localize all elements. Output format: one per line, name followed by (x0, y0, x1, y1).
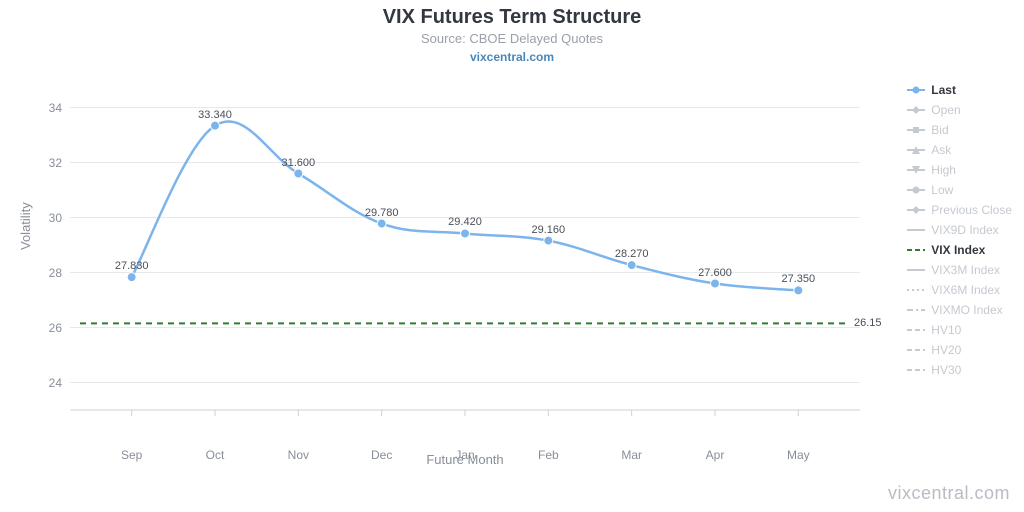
watermark: vixcentral.com (888, 483, 1010, 504)
legend-swatch-icon (907, 284, 925, 296)
legend-item[interactable]: HV20 (907, 340, 1012, 360)
y-tick-label: 32 (49, 156, 70, 170)
legend-swatch-icon (907, 104, 925, 116)
source-link[interactable]: vixcentral.com (0, 50, 1024, 64)
legend-label: Ask (931, 143, 951, 157)
legend-label: HV20 (931, 343, 961, 357)
legend-item[interactable]: Bid (907, 120, 1012, 140)
x-tick-label: Sep (121, 440, 142, 462)
legend-swatch-icon (907, 224, 925, 236)
series-last-point[interactable] (461, 229, 470, 238)
x-tick-label: May (787, 440, 810, 462)
series-last-line[interactable] (132, 121, 799, 290)
series-last-point[interactable] (544, 236, 553, 245)
legend-item[interactable]: VIX6M Index (907, 280, 1012, 300)
legend-item[interactable]: VIX Index (907, 240, 1012, 260)
legend-label: VIX Index (931, 243, 985, 257)
legend-label: HV30 (931, 363, 961, 377)
legend-label: Previous Close (931, 203, 1012, 217)
legend-swatch-icon (907, 164, 925, 176)
data-label: 29.160 (532, 224, 566, 236)
chart-container: VIX Futures Term Structure Source: CBOE … (0, 0, 1024, 512)
series-last-point[interactable] (211, 121, 220, 130)
legend-item[interactable]: Previous Close (907, 200, 1012, 220)
legend: Last Open Bid Ask High Low Previous Close VIX9D… (907, 80, 1012, 380)
x-tick-label: Nov (288, 440, 309, 462)
x-tick-label: Apr (706, 440, 725, 462)
series-last-point[interactable] (711, 279, 720, 288)
y-tick-label: 30 (49, 211, 70, 225)
legend-swatch-icon (907, 304, 925, 316)
legend-label: VIXMO Index (931, 303, 1002, 317)
legend-label: VIX9D Index (931, 223, 998, 237)
series-last-point[interactable] (627, 261, 636, 270)
legend-swatch-icon (907, 204, 925, 216)
data-label: 33.340 (198, 109, 232, 121)
chart-title: VIX Futures Term Structure (0, 6, 1024, 29)
x-tick-label: Dec (371, 440, 392, 462)
legend-swatch-icon (907, 84, 925, 96)
series-last-point[interactable] (294, 169, 303, 178)
legend-label: Bid (931, 123, 948, 137)
y-tick-label: 28 (49, 266, 70, 280)
x-tick-label: Feb (538, 440, 559, 462)
y-tick-label: 34 (49, 101, 70, 115)
data-label: 27.830 (115, 260, 149, 272)
x-tick-label: Oct (206, 440, 225, 462)
legend-item[interactable]: VIXMO Index (907, 300, 1012, 320)
legend-label: Last (931, 83, 956, 97)
chart-subtitle: Source: CBOE Delayed Quotes (0, 31, 1024, 46)
x-tick-label: Jan (455, 440, 474, 462)
legend-item[interactable]: HV30 (907, 360, 1012, 380)
legend-label: VIX6M Index (931, 283, 1000, 297)
legend-item[interactable]: VIX3M Index (907, 260, 1012, 280)
legend-label: VIX3M Index (931, 263, 1000, 277)
data-label: 28.270 (615, 248, 649, 260)
legend-label: Open (931, 103, 960, 117)
legend-item[interactable]: VIX9D Index (907, 220, 1012, 240)
y-tick-label: 24 (49, 376, 70, 390)
plot-area: 242628303234SepOctNovDecJanFebMarAprMay2… (70, 70, 860, 440)
data-label: 31.600 (282, 157, 316, 169)
data-label: 27.600 (698, 267, 732, 279)
legend-swatch-icon (907, 124, 925, 136)
legend-item[interactable]: Open (907, 100, 1012, 120)
legend-item[interactable]: Ask (907, 140, 1012, 160)
legend-item[interactable]: HV10 (907, 320, 1012, 340)
y-tick-label: 26 (49, 321, 70, 335)
legend-swatch-icon (907, 364, 925, 376)
x-tick-label: Mar (621, 440, 642, 462)
y-axis-title: Volatility (18, 202, 33, 250)
legend-swatch-icon (907, 264, 925, 276)
data-label: 29.420 (448, 217, 482, 229)
legend-label: Low (931, 183, 953, 197)
data-label: 29.780 (365, 207, 399, 219)
legend-label: High (931, 163, 956, 177)
legend-swatch-icon (907, 184, 925, 196)
data-label: 27.350 (782, 274, 816, 286)
series-last-point[interactable] (377, 219, 386, 228)
chart-header: VIX Futures Term Structure Source: CBOE … (0, 0, 1024, 64)
legend-item[interactable]: Last (907, 80, 1012, 100)
legend-swatch-icon (907, 344, 925, 356)
legend-swatch-icon (907, 144, 925, 156)
legend-swatch-icon (907, 324, 925, 336)
series-last-point[interactable] (794, 286, 803, 295)
legend-swatch-icon (907, 244, 925, 256)
legend-label: HV10 (931, 323, 961, 337)
series-last-point[interactable] (127, 273, 136, 282)
vix-index-label: 26.15 (854, 317, 882, 329)
legend-item[interactable]: High (907, 160, 1012, 180)
legend-item[interactable]: Low (907, 180, 1012, 200)
